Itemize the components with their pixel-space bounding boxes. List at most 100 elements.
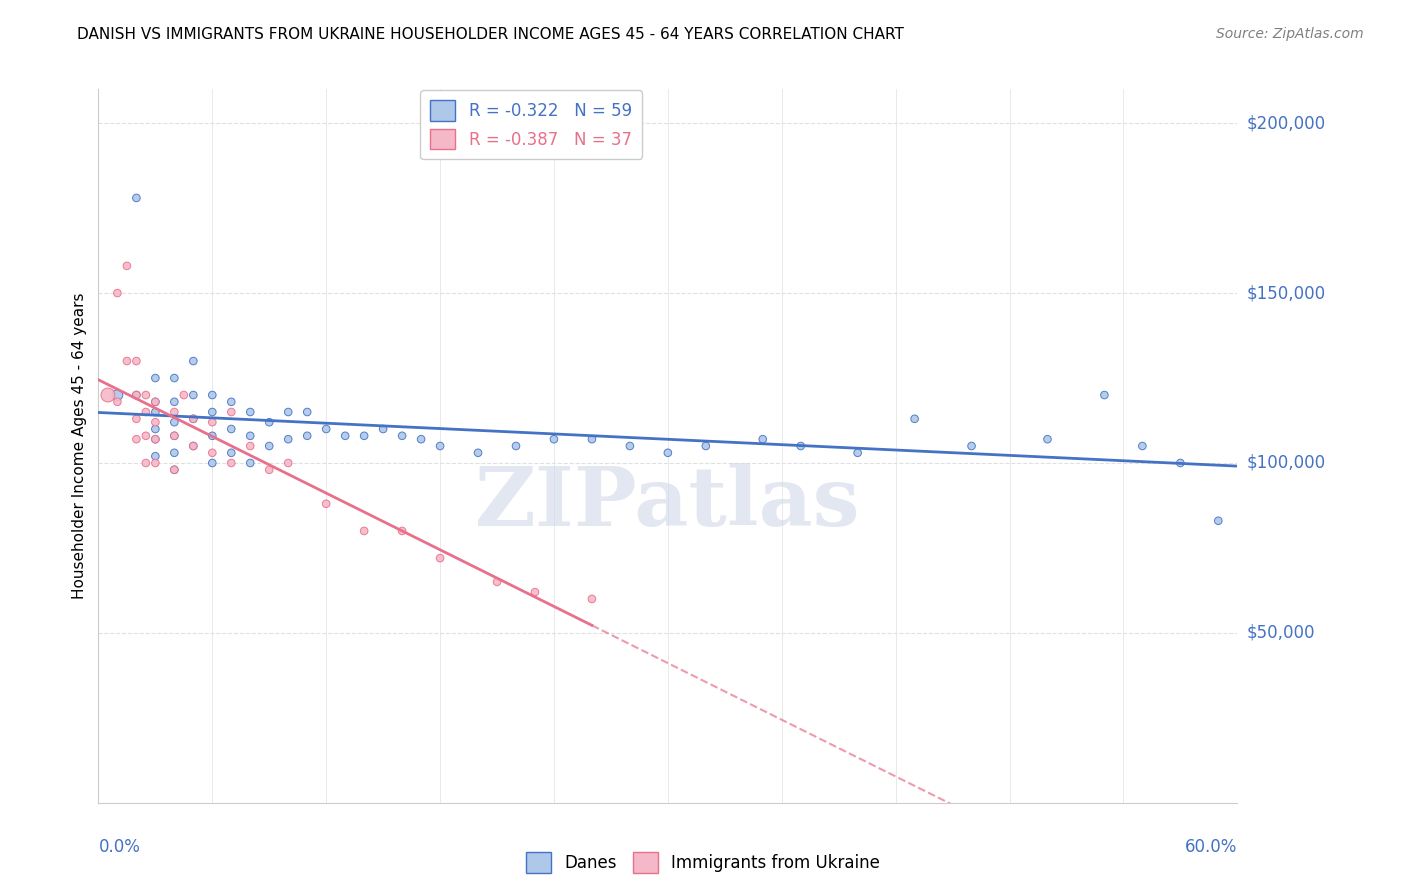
Point [115,259,138,273]
Point [297,429,319,443]
Text: $150,000: $150,000 [1247,284,1326,302]
Point [315,497,337,511]
Text: DANISH VS IMMIGRANTS FROM UKRAINE HOUSEHOLDER INCOME AGES 45 - 64 YEARS CORRELAT: DANISH VS IMMIGRANTS FROM UKRAINE HOUSEH… [77,27,904,42]
Point [145,456,167,470]
Text: 0.0%: 0.0% [98,838,141,856]
Point [790,439,813,453]
Point [259,415,281,429]
Point [125,432,148,446]
Point [107,394,129,409]
Text: ZIPatlas: ZIPatlas [475,463,860,543]
Point [163,371,186,385]
Point [135,429,157,443]
Point [695,439,717,453]
Point [125,388,148,402]
Point [221,422,243,436]
Point [391,524,413,538]
Point [486,574,509,589]
Point [846,446,869,460]
Point [1094,388,1116,402]
Point [125,388,148,402]
Point [1208,514,1230,528]
Point [145,394,167,409]
Point [115,354,138,368]
Y-axis label: Householder Income Ages 45 - 64 years: Householder Income Ages 45 - 64 years [72,293,87,599]
Point [259,439,281,453]
Point [163,405,186,419]
Point [201,446,224,460]
Point [135,456,157,470]
Point [163,415,186,429]
Point [163,394,186,409]
Point [163,429,186,443]
Point [315,422,337,436]
Point [145,405,167,419]
Text: 60.0%: 60.0% [1185,838,1237,856]
Text: $100,000: $100,000 [1247,454,1326,472]
Point [183,412,205,426]
Point [391,429,413,443]
Point [221,394,243,409]
Point [505,439,527,453]
Point [467,446,489,460]
Point [145,432,167,446]
Point [239,456,262,470]
Point [201,429,224,443]
Point [259,463,281,477]
Point [107,388,129,402]
Point [163,429,186,443]
Point [201,456,224,470]
Point [135,388,157,402]
Point [353,524,375,538]
Point [135,405,157,419]
Point [201,405,224,419]
Point [183,439,205,453]
Point [429,439,451,453]
Point [145,415,167,429]
Point [173,388,195,402]
Legend: Danes, Immigrants from Ukraine: Danes, Immigrants from Ukraine [519,846,887,880]
Point [125,412,148,426]
Point [619,439,641,453]
Point [145,394,167,409]
Point [429,551,451,566]
Point [239,429,262,443]
Point [145,449,167,463]
Point [239,405,262,419]
Point [201,388,224,402]
Point [335,429,357,443]
Text: $50,000: $50,000 [1247,624,1315,642]
Point [183,439,205,453]
Legend: R = -0.322   N = 59, R = -0.387   N = 37: R = -0.322 N = 59, R = -0.387 N = 37 [420,90,643,160]
Text: $200,000: $200,000 [1247,114,1326,132]
Point [239,439,262,453]
Point [145,422,167,436]
Point [1132,439,1154,453]
Point [107,286,129,301]
Point [1036,432,1059,446]
Point [97,388,120,402]
Point [221,446,243,460]
Point [221,405,243,419]
Point [581,591,603,606]
Point [163,463,186,477]
Point [581,432,603,446]
Point [125,354,148,368]
Point [657,446,679,460]
Point [201,415,224,429]
Point [145,371,167,385]
Point [163,463,186,477]
Point [183,354,205,368]
Point [277,432,299,446]
Point [411,432,433,446]
Point [1170,456,1192,470]
Point [145,432,167,446]
Point [960,439,983,453]
Point [163,446,186,460]
Point [125,191,148,205]
Point [183,388,205,402]
Text: Source: ZipAtlas.com: Source: ZipAtlas.com [1216,27,1364,41]
Point [277,456,299,470]
Point [221,456,243,470]
Point [752,432,775,446]
